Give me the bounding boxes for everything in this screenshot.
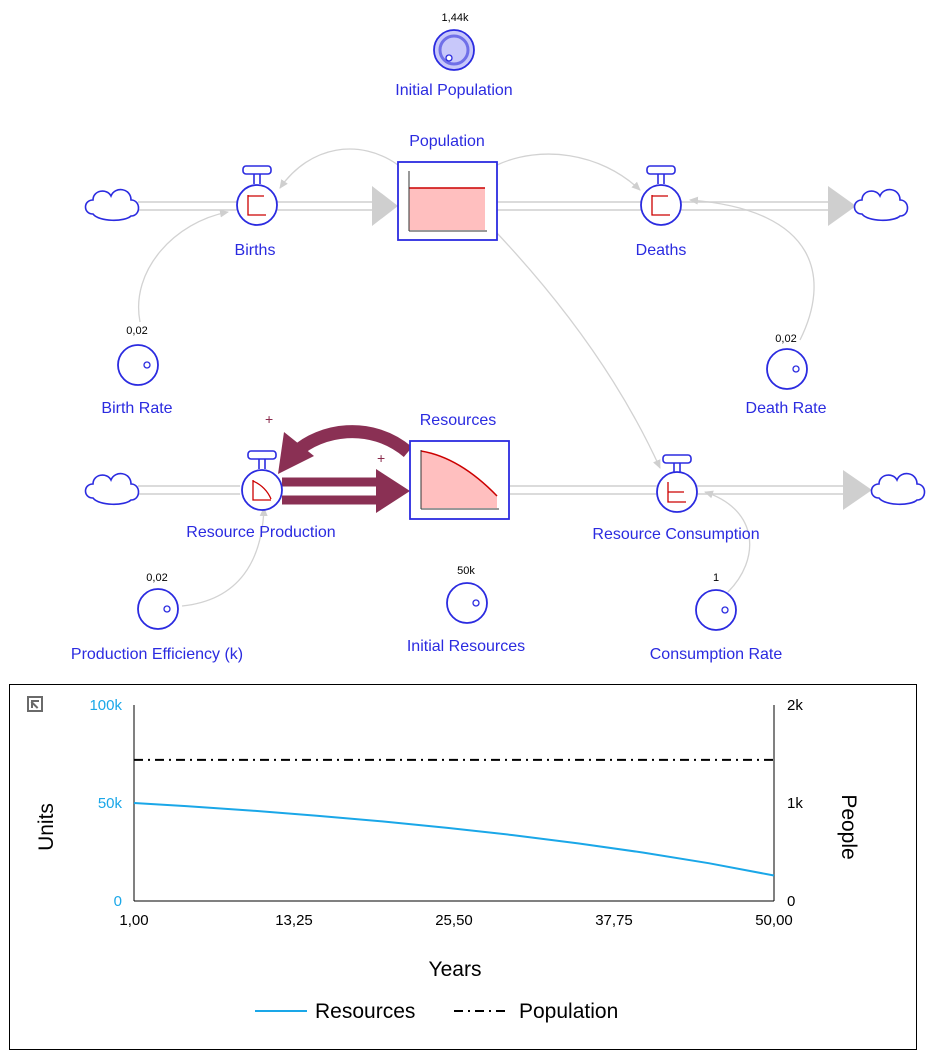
death-rate-label: Death Rate <box>746 400 827 417</box>
clouds <box>84 188 926 506</box>
variable-initial-population[interactable] <box>433 29 475 71</box>
link-efficiency-to-production[interactable] <box>181 507 268 607</box>
feedback-arrowhead-inner <box>376 469 410 513</box>
resources-label: Resources <box>420 412 496 429</box>
initial-resources-label: Initial Resources <box>407 638 525 655</box>
consumption-rate-label: Consumption Rate <box>650 646 783 663</box>
pipe-arrowhead-deaths <box>828 186 856 226</box>
link-consumption-rate-to-consumption[interactable] <box>704 490 751 593</box>
consumption-rate-value: 1 <box>713 572 719 584</box>
population-label: Population <box>409 133 485 150</box>
feedback-arrows: + + <box>265 411 413 513</box>
stock-resources[interactable] <box>409 440 510 520</box>
chart-series <box>133 758 775 877</box>
expand-icon[interactable] <box>27 696 43 712</box>
feedback-arrow-resources-to-production[interactable] <box>291 425 413 458</box>
initial-resources-value: 50k <box>457 565 475 577</box>
link-population-to-consumption[interactable] <box>495 231 661 469</box>
y-right-tick-label: 0 <box>787 893 795 910</box>
feedback-arrowhead-outer <box>278 432 314 474</box>
pipe-arrowhead-consumption <box>843 470 872 510</box>
chart-panel: 1,00 13,25 25,50 37,75 50,00 0 50k 100k 0 1k 2k Ye… <box>9 684 917 1050</box>
resource-production-label: Resource Production <box>186 524 335 541</box>
stock-flow-diagram: + + Population Resources Births Deaths <box>71 12 926 663</box>
polarity-outer: + <box>265 411 273 427</box>
link-deathrate-to-deaths[interactable] <box>689 196 815 341</box>
valve-resource-production[interactable] <box>241 450 283 511</box>
birth-rate-value: 0,02 <box>126 325 147 337</box>
y-axis-right-label: People <box>837 794 860 859</box>
variable-production-efficiency[interactable] <box>137 588 179 630</box>
legend-label-population: Population <box>519 1000 618 1023</box>
link-population-to-deaths[interactable] <box>496 153 641 191</box>
y-axis-left-label: Units <box>35 803 58 851</box>
y-left-tick-label: 100k <box>89 697 122 714</box>
x-tick-label: 1,00 <box>119 912 148 929</box>
y-left-tick-label: 50k <box>98 795 123 812</box>
y-left-tick-label: 0 <box>114 893 122 910</box>
x-tick-label: 50,00 <box>755 912 793 929</box>
y-right-tick-label: 2k <box>787 697 803 714</box>
cloud-icon[interactable] <box>870 472 926 506</box>
production-efficiency-label: Production Efficiency (k) <box>71 646 243 663</box>
initial-population-label: Initial Population <box>395 82 512 99</box>
variable-initial-resources[interactable] <box>446 582 488 624</box>
deaths-label: Deaths <box>636 242 687 259</box>
x-axis-label: Years <box>429 958 482 981</box>
chart-axes <box>133 705 775 902</box>
valve-deaths[interactable] <box>640 165 682 226</box>
variable-birth-rate[interactable] <box>117 344 159 386</box>
variable-consumption-rate[interactable] <box>695 589 737 631</box>
pipe-arrowhead-births <box>372 186 398 226</box>
cloud-icon[interactable] <box>84 472 140 506</box>
x-tick-label: 37,75 <box>595 912 633 929</box>
dependency-links <box>138 148 815 607</box>
cloud-icon[interactable] <box>84 188 140 222</box>
birth-rate-label: Birth Rate <box>101 400 172 417</box>
feedback-arrow-production-to-resources[interactable] <box>282 477 380 505</box>
valve-resource-consumption[interactable] <box>656 454 698 513</box>
stock-population[interactable] <box>397 161 498 241</box>
series-line-resources <box>133 802 775 877</box>
cloud-icon[interactable] <box>853 188 909 222</box>
production-efficiency-value: 0,02 <box>146 572 167 584</box>
time-series-chart: 1,00 13,25 25,50 37,75 50,00 0 50k 100k 0 1k 2k Ye… <box>35 697 860 1023</box>
y-right-tick-label: 1k <box>787 795 803 812</box>
link-population-to-births[interactable] <box>279 148 399 189</box>
x-tick-label: 25,50 <box>435 912 473 929</box>
initial-population-value: 1,44k <box>442 12 469 24</box>
legend: Resources Population <box>255 1000 618 1023</box>
pipe-production <box>138 485 240 495</box>
legend-label-resources: Resources <box>315 1000 415 1023</box>
births-label: Births <box>235 242 276 259</box>
polarity-inner: + <box>377 450 385 466</box>
resource-consumption-label: Resource Consumption <box>592 526 759 543</box>
death-rate-value: 0,02 <box>775 333 796 345</box>
chart-ticks: 1,00 13,25 25,50 37,75 50,00 0 50k 100k 0 1k 2k <box>89 697 803 929</box>
x-tick-label: 13,25 <box>275 912 313 929</box>
link-birthrate-to-births[interactable] <box>138 209 229 323</box>
valve-births[interactable] <box>236 165 278 226</box>
variable-death-rate[interactable] <box>766 348 808 390</box>
